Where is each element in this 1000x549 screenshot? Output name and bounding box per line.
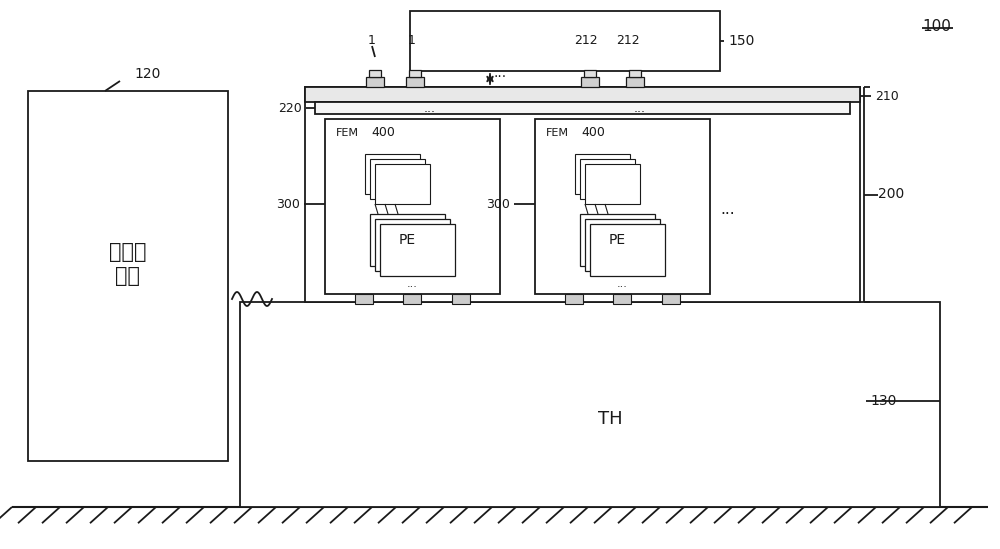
Bar — [375, 219, 450, 271]
Text: PE: PE — [608, 233, 626, 247]
Bar — [370, 214, 445, 266]
Text: ...: ... — [617, 279, 627, 289]
Text: 200: 200 — [878, 187, 904, 201]
Bar — [240, 302, 940, 507]
Text: ...: ... — [721, 201, 735, 216]
Bar — [366, 77, 384, 87]
Bar — [305, 87, 860, 302]
Text: 210: 210 — [875, 89, 899, 103]
Text: 400: 400 — [581, 126, 605, 139]
Bar — [410, 11, 720, 71]
Text: ...: ... — [493, 66, 507, 80]
Bar — [380, 224, 455, 276]
Bar — [409, 70, 421, 77]
Bar — [452, 294, 470, 304]
Text: 130: 130 — [870, 394, 896, 408]
Bar — [626, 77, 644, 87]
Text: ...: ... — [634, 102, 646, 115]
Bar — [629, 70, 641, 77]
Text: 300: 300 — [486, 198, 510, 210]
Text: 150: 150 — [728, 34, 754, 48]
Bar — [305, 87, 860, 102]
Bar — [590, 224, 665, 276]
Bar — [535, 119, 710, 294]
Bar — [580, 214, 655, 266]
Bar — [662, 294, 680, 304]
Bar — [28, 91, 228, 461]
Bar — [315, 102, 850, 114]
Text: 212: 212 — [616, 33, 640, 47]
Bar — [365, 154, 420, 194]
Text: 300: 300 — [276, 198, 300, 210]
Bar — [370, 159, 425, 199]
Text: ...: ... — [424, 102, 436, 115]
Bar — [581, 77, 599, 87]
Text: FEM: FEM — [546, 128, 568, 138]
Bar — [406, 77, 424, 87]
Text: 120: 120 — [135, 67, 161, 81]
Bar — [613, 294, 631, 304]
Bar — [585, 164, 640, 204]
Text: 400: 400 — [371, 126, 395, 139]
Bar — [565, 294, 583, 304]
Bar — [355, 294, 373, 304]
Text: 测试器
主体: 测试器 主体 — [109, 243, 147, 285]
Bar — [375, 164, 430, 204]
Bar — [369, 70, 381, 77]
Text: 100: 100 — [922, 19, 951, 34]
Text: 212: 212 — [574, 33, 598, 47]
Bar — [585, 219, 660, 271]
Bar — [584, 70, 596, 77]
Text: 220: 220 — [278, 102, 302, 115]
Text: FEM: FEM — [336, 128, 358, 138]
Text: PE: PE — [398, 233, 416, 247]
Bar — [403, 294, 421, 304]
Text: TH: TH — [598, 410, 622, 428]
Text: 1: 1 — [408, 35, 416, 48]
Bar — [325, 119, 500, 294]
Text: ...: ... — [407, 279, 417, 289]
Text: 1: 1 — [368, 35, 376, 48]
Bar — [580, 159, 635, 199]
Bar — [575, 154, 630, 194]
